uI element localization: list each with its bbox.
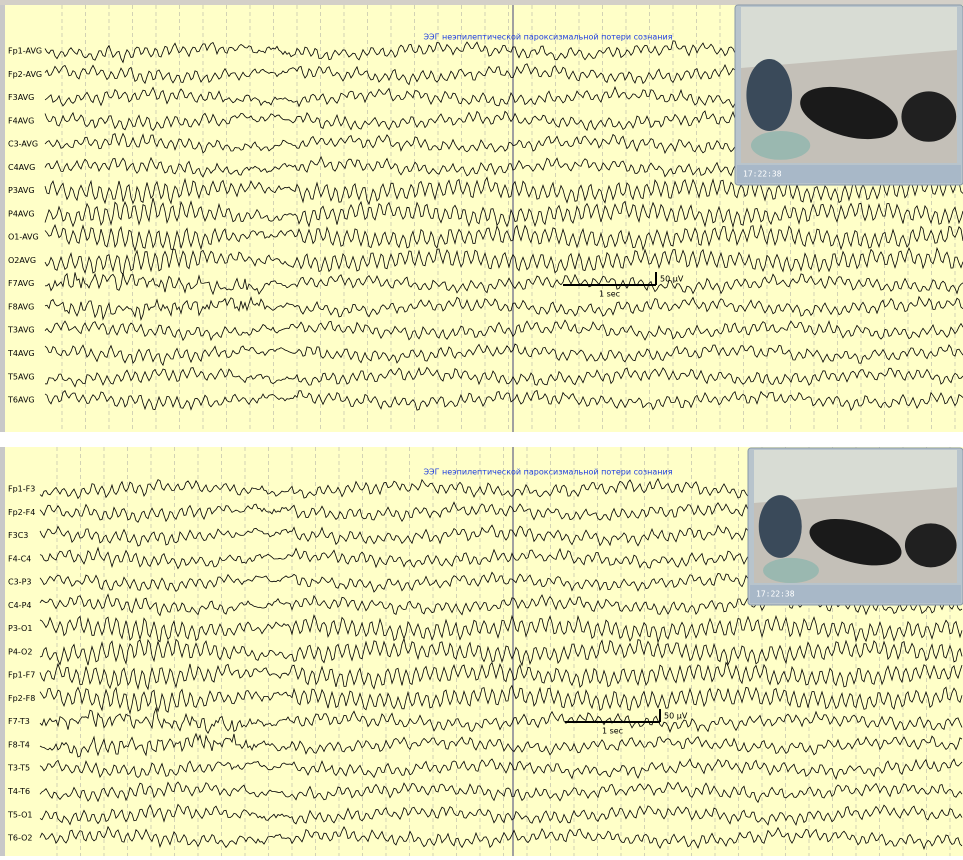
amplitude-label: 50 µV bbox=[664, 712, 688, 721]
eeg-trace bbox=[44, 223, 963, 253]
video-person bbox=[904, 523, 957, 568]
video-timebar bbox=[737, 165, 961, 183]
eeg-trace bbox=[39, 637, 963, 667]
channel-label: P3-O1 bbox=[8, 624, 32, 633]
video-person bbox=[758, 495, 802, 558]
eeg-trace bbox=[39, 732, 963, 758]
video-timestamp: 17:22:38 bbox=[743, 170, 782, 179]
channel-label: T5-O1 bbox=[7, 810, 32, 819]
eeg-trace bbox=[44, 272, 963, 296]
channel-label: Fp1-AVG bbox=[8, 47, 42, 56]
channel-label: F4-C4 bbox=[8, 554, 31, 563]
eeg-trace bbox=[44, 390, 963, 412]
video-person bbox=[809, 518, 902, 566]
channel-label: Fp1-F3 bbox=[8, 485, 35, 494]
channel-label: P4-O2 bbox=[8, 647, 32, 656]
eeg-trace bbox=[44, 319, 963, 342]
eeg-trace bbox=[44, 295, 963, 322]
channel-label: C4AVG bbox=[8, 163, 35, 172]
channel-label: O1-AVG bbox=[8, 233, 39, 242]
channel-label: Fp2-F8 bbox=[8, 694, 35, 703]
channel-label: C4-P4 bbox=[8, 601, 31, 610]
record-title: ЭЭГ неэпилептической пароксизмальной пот… bbox=[423, 468, 672, 477]
eeg-trace bbox=[39, 614, 963, 644]
channel-label: C3-AVG bbox=[8, 140, 38, 149]
channel-label: T6-O2 bbox=[7, 834, 32, 843]
left-edge bbox=[0, 447, 5, 856]
time-label: 1 sec bbox=[599, 290, 620, 299]
video-timebar bbox=[750, 585, 961, 603]
video-person bbox=[763, 557, 819, 584]
channel-label: F8-T4 bbox=[8, 740, 30, 749]
video-person bbox=[750, 131, 811, 160]
channel-label: T3AVG bbox=[7, 326, 35, 335]
time-label: 1 sec bbox=[602, 727, 623, 736]
channel-label: T4-T6 bbox=[7, 787, 30, 796]
video-timestamp: 17:22:38 bbox=[756, 590, 795, 599]
eeg-trace bbox=[44, 343, 963, 367]
channel-label: F4AVG bbox=[8, 116, 34, 125]
channel-label: Fp2-AVG bbox=[8, 70, 42, 79]
channel-label: O2AVG bbox=[8, 256, 36, 265]
channel-label: T4AVG bbox=[7, 349, 35, 358]
video-person bbox=[901, 91, 957, 142]
eeg-trace bbox=[44, 176, 963, 206]
channel-label: P4AVG bbox=[8, 209, 35, 218]
video-person bbox=[800, 86, 898, 140]
left-edge bbox=[0, 5, 5, 432]
channel-label: T3-T5 bbox=[7, 764, 30, 773]
channel-label: F7AVG bbox=[8, 279, 34, 288]
eeg-trace bbox=[44, 366, 963, 388]
channel-label: F3C3 bbox=[8, 531, 28, 540]
channel-label: T5AVG bbox=[7, 372, 35, 381]
toolbar bbox=[0, 0, 963, 5]
channel-label: P3AVG bbox=[8, 186, 35, 195]
eeg-trace bbox=[39, 781, 963, 804]
eeg-trace bbox=[39, 825, 963, 850]
eeg-trace bbox=[39, 661, 963, 691]
channel-label: T6AVG bbox=[7, 396, 35, 405]
channel-label: Fp2-F4 bbox=[8, 508, 35, 517]
channel-label: F7-T3 bbox=[8, 717, 30, 726]
eeg-trace bbox=[39, 803, 963, 826]
eeg-trace bbox=[44, 246, 963, 276]
video-person bbox=[746, 59, 792, 131]
channel-label: F3AVG bbox=[8, 93, 34, 102]
eeg-trace bbox=[44, 197, 963, 229]
channel-label: C3-P3 bbox=[8, 578, 31, 587]
eeg-trace bbox=[39, 684, 963, 715]
eeg-trace bbox=[39, 706, 963, 735]
amplitude-label: 50 µV bbox=[660, 275, 684, 284]
record-title: ЭЭГ неэпилептической пароксизмальной пот… bbox=[423, 33, 672, 42]
channel-label: F8AVG bbox=[8, 302, 34, 311]
channel-label: Fp1-F7 bbox=[8, 671, 35, 680]
eeg-trace bbox=[39, 758, 963, 780]
